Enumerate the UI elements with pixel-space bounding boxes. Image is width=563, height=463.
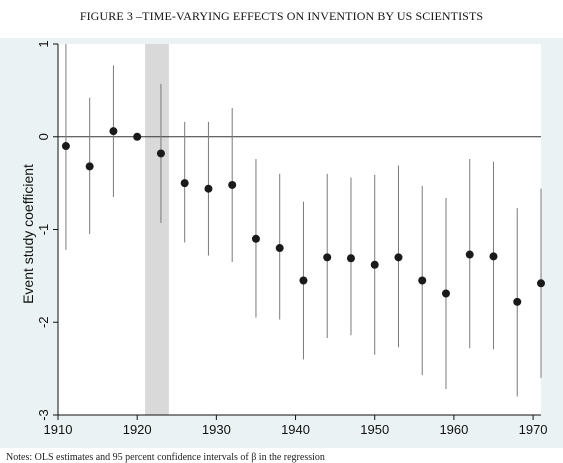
y-tick-label: -1 [36,224,51,236]
x-tick-label: 1960 [439,422,468,437]
coefficient-point [61,142,70,151]
x-tick-label: 1940 [281,422,310,437]
coefficient-point [537,279,545,288]
x-tick-label: 1920 [123,422,152,437]
coefficient-point [346,254,355,263]
coefficient-point [513,297,522,306]
chart-area: 1 0 -1 -2 -3 1910 1920 1930 1940 1950 1960 1970 Eve… [0,38,563,448]
coefficient-point [489,252,498,261]
shaded-period-band [145,44,169,415]
coefficient-point [418,276,427,285]
coefficient-point [133,132,142,141]
y-tick-label: -2 [36,316,51,328]
coefficient-point [323,253,332,262]
coefficient-point [394,253,403,262]
coefficient-point [85,162,94,171]
coefficient-point [370,260,379,269]
coefficient-point [204,184,213,193]
figure-note: Notes: OLS estimates and 95 percent conf… [6,452,325,463]
coefficient-point [275,244,284,253]
x-tick-label: 1910 [44,422,73,437]
coefficient-point [156,149,165,158]
x-tick-label: 1950 [360,422,389,437]
coefficient-point [441,289,450,298]
y-tick-label: -3 [36,409,51,421]
coefficient-point [228,180,237,189]
x-tick-label: 1970 [519,422,548,437]
plot-background [58,44,541,415]
coefficient-point [109,127,118,136]
y-axis-label: Event study coefficient [20,164,36,304]
x-tick-label: 1930 [202,422,231,437]
coefficient-point [465,250,474,259]
coefficient-point [299,276,308,285]
y-tick-label: 1 [36,40,51,47]
coefficient-point [251,234,260,243]
figure-title: FIGURE 3 –TIME-VARYING EFFECTS ON INVENT… [79,9,484,23]
y-tick-label: 0 [36,133,51,140]
coefficient-point [180,179,189,188]
